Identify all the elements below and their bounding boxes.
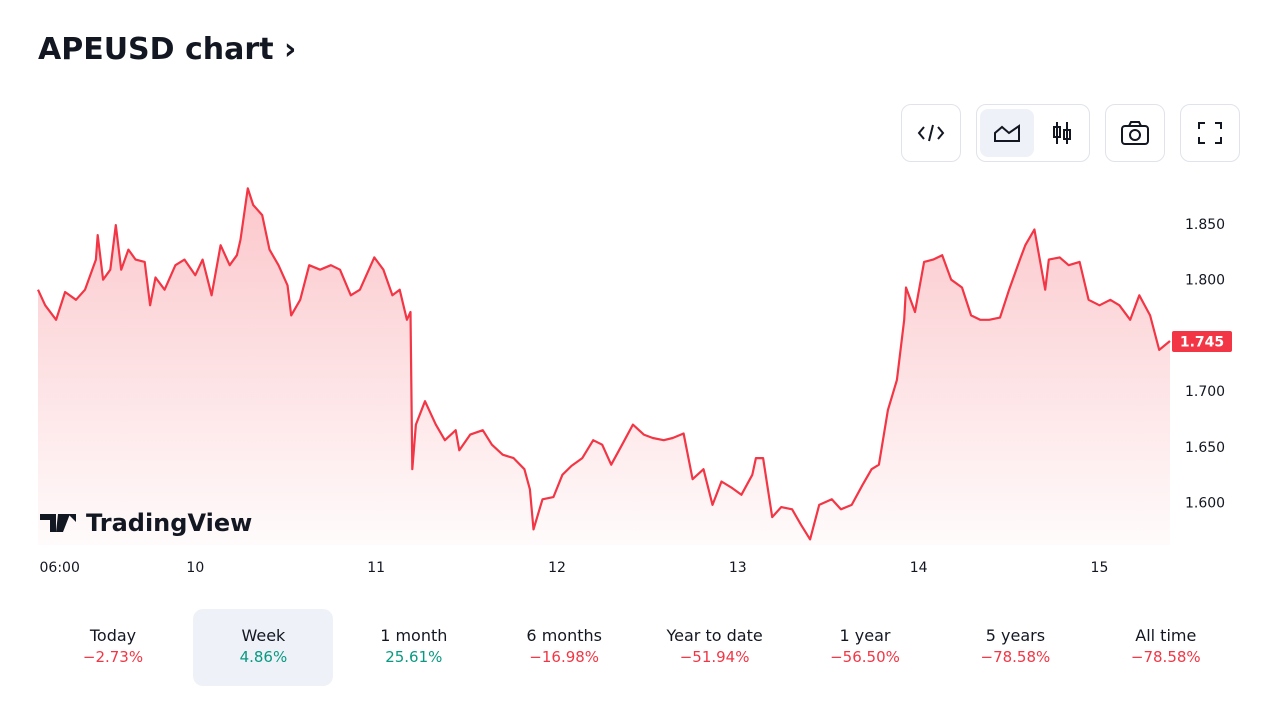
period-label: 5 years	[985, 626, 1046, 645]
period-tab[interactable]: Today −2.73%	[43, 609, 183, 686]
chart-style-group	[976, 104, 1090, 162]
watermark: TradingView	[40, 509, 252, 537]
period-label: Today	[89, 626, 137, 645]
period-label: All time	[1135, 626, 1197, 645]
embed-button[interactable]	[901, 104, 961, 162]
period-label: Week	[241, 626, 286, 645]
x-tick-label: 14	[910, 560, 928, 576]
period-change: −78.58%	[980, 648, 1051, 666]
period-change: −78.58%	[1130, 648, 1201, 666]
x-tick-label: 10	[186, 560, 204, 576]
chevron: ›	[273, 32, 297, 67]
price-line	[37, 187, 1171, 541]
logo-mark	[40, 514, 76, 532]
period-label: 6 months	[526, 626, 602, 645]
period-tab[interactable]: All time −78.58%	[1096, 609, 1236, 686]
area-icon	[994, 124, 1020, 142]
period-change: −56.50%	[830, 648, 900, 666]
period-change: −16.98%	[529, 648, 600, 666]
fullscreen-icon	[1198, 122, 1222, 144]
period-change: 4.86%	[239, 648, 288, 666]
period-tab[interactable]: Year to date −51.94%	[645, 609, 785, 686]
period-tab[interactable]: 5 years −78.58%	[945, 609, 1085, 686]
period-tab[interactable]: 1 month 25.61%	[344, 609, 484, 686]
period-label: 1 year	[839, 626, 891, 645]
period-tab[interactable]: 6 months −16.98%	[494, 609, 634, 686]
period-tab[interactable]: 1 year −56.50%	[795, 609, 935, 686]
y-tick-label: 1.650	[1185, 440, 1225, 456]
title-text: APEUSD chart	[38, 32, 274, 67]
last-price-label: 1.745	[1180, 335, 1224, 351]
period-change: 25.61%	[385, 648, 443, 666]
x-tick-label: 15	[1091, 560, 1109, 576]
area-style-button[interactable]	[980, 109, 1034, 157]
y-tick-label: 1.600	[1185, 496, 1225, 512]
camera-icon	[1121, 121, 1149, 145]
x-tick-label: 12	[548, 560, 566, 576]
snapshot-button[interactable]	[1105, 104, 1165, 162]
candle-style-button[interactable]	[1035, 109, 1089, 157]
candle-icon	[1053, 122, 1071, 144]
period-label: Year to date	[666, 626, 763, 645]
watermark-text: TradingView	[86, 509, 252, 537]
embed-icon	[917, 124, 945, 142]
period-change: −2.73%	[82, 648, 144, 666]
chart: TradingView 1.600 1.650 1.700 1.800 1.850 06:…	[37, 187, 1232, 576]
y-tick-label: 1.850	[1185, 217, 1225, 233]
period-tab[interactable]: Week 4.86%	[193, 609, 334, 686]
x-tick-label: 11	[367, 560, 385, 576]
x-tick-label: 06:00	[40, 560, 80, 576]
y-tick-label: 1.700	[1185, 384, 1225, 400]
period-change: −51.94%	[679, 648, 750, 666]
fullscreen-button[interactable]	[1180, 104, 1240, 162]
period-label: 1 month	[380, 626, 448, 645]
last-price-box	[1172, 331, 1232, 353]
area-fill	[38, 188, 1170, 546]
y-tick-label: 1.800	[1185, 273, 1225, 289]
title[interactable]: APEUSD chart ›	[38, 32, 296, 67]
x-tick-label: 13	[729, 560, 747, 576]
